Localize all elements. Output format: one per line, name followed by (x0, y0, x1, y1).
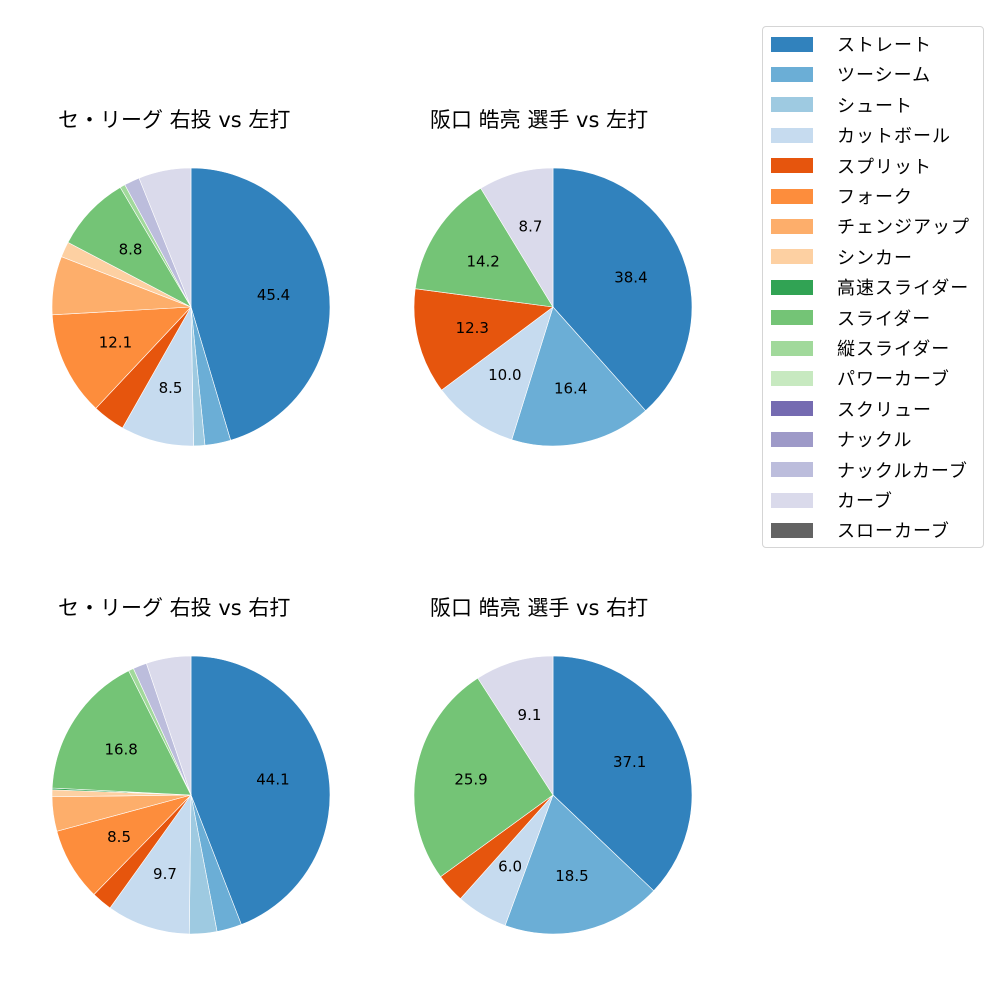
legend-label: カーブ (837, 491, 893, 512)
legend-label: ナックルカーブ (837, 460, 968, 482)
pie-slice-label: 8.7 (519, 218, 543, 236)
legend-item: 縦スライダー (771, 337, 951, 360)
pie-slice (511, 306, 646, 447)
legend-item: スクリュー (771, 398, 932, 421)
legend-swatch (771, 97, 813, 113)
legend-label: ツーシーム (837, 65, 932, 87)
pie-slice (504, 794, 655, 935)
legend-swatch (771, 36, 813, 52)
legend-item: シュート (771, 94, 913, 117)
pie-slice (480, 167, 554, 309)
pie-slice (552, 167, 693, 412)
legend-label: スクリュー (837, 399, 932, 421)
pie-title-league-vs-left: セ・リーグ 右投 vs 左打 (58, 108, 291, 132)
legend-item: パワーカーブ (771, 367, 950, 391)
legend-item: ナックルカーブ (771, 459, 968, 482)
legend-item: スローカーブ (771, 519, 950, 543)
pie-slice-label: 10.0 (488, 366, 521, 384)
legend-label: スローカーブ (837, 521, 950, 543)
pie-slice-label: 16.4 (554, 380, 587, 398)
legend-swatch (771, 66, 813, 82)
pie-slice (477, 655, 554, 797)
legend-label: ストレート (837, 35, 932, 56)
pie-slice (51, 670, 192, 796)
legend-label: シュート (837, 95, 913, 117)
legend-item: スライダー (771, 307, 932, 330)
legend-item: シンカー (771, 246, 913, 269)
legend-item: ストレート (771, 33, 932, 56)
legend-label: 縦スライダー (837, 339, 951, 360)
legend-swatch (771, 401, 813, 417)
pie-slice (146, 655, 192, 796)
pie-slice-label: 9.7 (153, 865, 177, 883)
legend-item: カットボール (771, 124, 951, 148)
legend-swatch (771, 431, 813, 447)
pie-title-league-vs-right: セ・リーグ 右投 vs 右打 (58, 596, 291, 620)
legend-item: カーブ (771, 489, 893, 512)
pie-slice (138, 167, 192, 308)
pie-slice (413, 677, 554, 878)
legend-swatch (771, 492, 813, 508)
legend-swatch (771, 370, 813, 386)
pie-slice-label: 12.1 (99, 333, 132, 351)
legend-item: ナックル (771, 428, 913, 452)
legend-swatch (771, 188, 813, 204)
legend-label: 高速スライダー (837, 278, 970, 300)
pie-slice-label: 45.4 (257, 286, 290, 304)
pie-slice-label: 6.0 (498, 858, 522, 876)
legend-label: ナックル (837, 430, 913, 452)
pie-slice (413, 288, 554, 391)
legend-swatch (771, 158, 813, 174)
legend-swatch (771, 522, 813, 538)
pie-slice (441, 306, 554, 441)
legend-swatch (771, 249, 813, 265)
legend-label: スライダー (837, 308, 932, 330)
pie-slice-label: 25.9 (454, 771, 487, 789)
pie-slice-label: 38.4 (614, 268, 647, 286)
pie-slice-label: 37.1 (613, 753, 646, 771)
legend-item: チェンジアップ (771, 215, 970, 239)
legend-item: ツーシーム (771, 63, 932, 87)
legend-label: スプリット (837, 156, 932, 178)
legend-item: スプリット (771, 155, 932, 178)
pie-slice-label: 12.3 (456, 319, 489, 337)
pie-title-player-vs-left: 阪口 皓亮 選手 vs 左打 (430, 108, 649, 132)
legend-swatch (771, 218, 813, 234)
legend: ストレートツーシームシュートカットボール スプリットフォークチェンジアップ シンカー… (762, 26, 984, 548)
legend-swatch (771, 462, 813, 478)
pie-slice (109, 794, 192, 935)
legend-label: チェンジアップ (837, 217, 970, 239)
pie-title-player-vs-right: 阪口 皓亮 選手 vs 右打 (430, 596, 649, 620)
pie-slice (552, 655, 693, 892)
legend-label: カットボール (837, 126, 951, 148)
legend-label: シンカー (837, 247, 913, 269)
pie-slice (190, 167, 331, 441)
legend-item: フォーク (771, 185, 913, 208)
pie-slice-label: 16.8 (104, 740, 137, 758)
legend-swatch (771, 310, 813, 326)
pie-slice-label: 9.1 (518, 706, 542, 724)
legend-item: 高速スライダー (771, 276, 970, 300)
pie-slice-label: 44.1 (256, 771, 289, 789)
legend-label: パワーカーブ (837, 369, 950, 391)
pie-slice-label: 8.5 (107, 828, 131, 846)
pie-slice-label: 18.5 (555, 867, 588, 885)
legend-swatch (771, 127, 813, 143)
pie-slice (51, 306, 192, 409)
pie-slice-label: 8.5 (159, 379, 183, 397)
legend-swatch (771, 279, 813, 295)
pie-slice (190, 655, 331, 925)
legend-label: フォーク (837, 187, 913, 208)
pie-slice-label: 8.8 (119, 241, 143, 259)
pie-slice (414, 187, 554, 308)
legend-swatch (771, 340, 813, 356)
pie-slice-label: 14.2 (466, 252, 499, 270)
